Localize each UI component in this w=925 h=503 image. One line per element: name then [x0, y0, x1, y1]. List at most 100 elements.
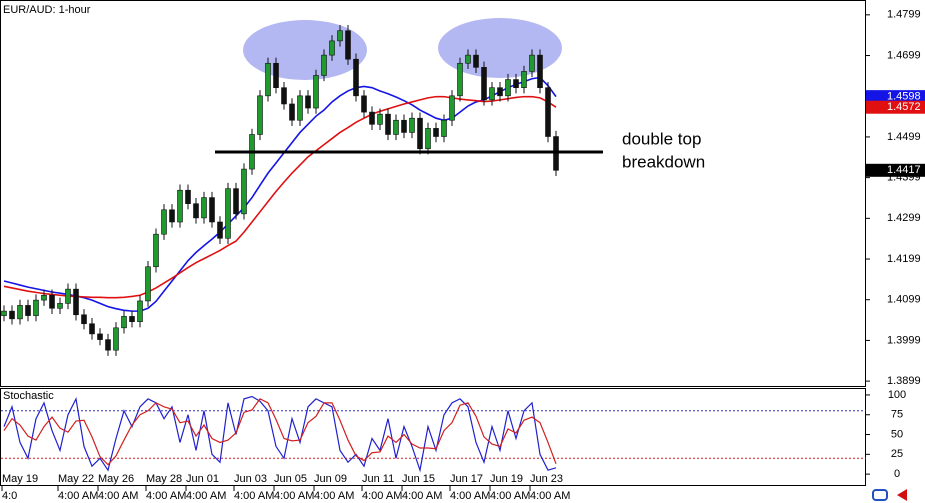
- candle-body: [521, 71, 527, 88]
- candle-body: [273, 62, 279, 88]
- candle-body: [385, 113, 391, 135]
- candle-body: [425, 128, 431, 150]
- x-tick-label: 4:00 AM: [490, 490, 530, 502]
- x-tick-label: May 19: [2, 473, 38, 485]
- y-tick-label: 25: [891, 448, 903, 460]
- stochastic-panel: [0, 388, 866, 486]
- candle-body: [225, 188, 231, 239]
- candle-body: [121, 316, 127, 329]
- candle-body: [401, 119, 407, 133]
- y-tick-label: 1.4699: [887, 49, 921, 61]
- candle-body: [153, 233, 159, 268]
- candle-body: [97, 333, 103, 340]
- x-tick-label: May 28: [146, 473, 182, 485]
- candle-body: [441, 119, 447, 137]
- candle-body: [17, 305, 23, 320]
- candle-body: [161, 209, 167, 235]
- candle-body: [177, 189, 183, 223]
- candle-body: [137, 300, 143, 322]
- y-tick-label: 1.4299: [887, 212, 921, 224]
- x-tick-label: 4:00 AM: [146, 490, 186, 502]
- toolbar: [872, 489, 907, 501]
- price-tag: [866, 163, 925, 177]
- candle-body: [529, 54, 535, 72]
- x-tick-label: 4:00 AM: [186, 490, 226, 502]
- annotation: breakdown: [622, 152, 705, 171]
- candle-body: [217, 221, 223, 239]
- x-tick-label: Jun 11: [362, 473, 394, 485]
- y-tick-label: 0: [894, 468, 900, 480]
- candle-body: [201, 197, 207, 219]
- candle-body: [9, 310, 15, 320]
- candle-body: [329, 40, 335, 56]
- x-tick-label: Jun 23: [530, 473, 563, 485]
- candle-body: [81, 314, 87, 325]
- candle-body: [209, 197, 215, 223]
- candle-body: [241, 168, 247, 215]
- x-tick-label: Jun 19: [490, 473, 523, 485]
- arrow-icon[interactable]: [897, 489, 907, 501]
- link-icon[interactable]: [872, 489, 888, 501]
- y-tick-label: 100: [888, 389, 906, 401]
- candle-body: [25, 305, 31, 316]
- candle-body: [345, 30, 351, 60]
- stochastic-line: [3, 398, 557, 466]
- top-highlight: [438, 18, 562, 78]
- candle-body: [473, 54, 479, 68]
- candle-body: [73, 288, 79, 316]
- candle-body: [449, 95, 455, 121]
- x-tick-label: 4:00 AM: [234, 490, 274, 502]
- candle-body: [145, 266, 151, 302]
- candle-body: [57, 303, 63, 309]
- candle-body: [377, 113, 383, 125]
- x-tick-label: 4:00 AM: [98, 490, 138, 502]
- x-tick-label: 4:00 AM: [274, 490, 314, 502]
- candle-body: [497, 87, 503, 97]
- y-tick-label: 1.3899: [887, 375, 921, 387]
- candle-body: [409, 117, 415, 133]
- x-tick-label: 4:00 AM: [58, 490, 98, 502]
- candle-body: [433, 128, 439, 137]
- candle-body: [297, 95, 303, 121]
- annotation: double top: [622, 129, 701, 148]
- candle-body: [305, 95, 311, 109]
- x-tick-label: 4:00 AM: [402, 490, 442, 502]
- y-tick-label: 75: [891, 409, 903, 421]
- price-tag: [866, 90, 925, 104]
- price-tag: [866, 100, 925, 114]
- price-tag-label: 1.4572: [887, 101, 921, 113]
- x-tick-label: 4:00 AM: [362, 490, 402, 502]
- candle-body: [89, 323, 95, 335]
- candle-body: [313, 75, 319, 109]
- main-panel: [0, 0, 866, 387]
- x-tick-label: 4:0: [2, 490, 17, 502]
- moving-average: [3, 76, 557, 312]
- x-tick-label: May 22: [58, 473, 94, 485]
- y-tick-label: 1.3999: [887, 334, 921, 346]
- candle-body: [33, 299, 39, 316]
- y-tick-label: 1.4199: [887, 253, 921, 265]
- candle-body: [321, 54, 327, 76]
- plot-layer: EUR/AUD: 1-hour1.47991.46991.45991.44991…: [1, 4, 925, 502]
- x-tick-label: 4:00 AM: [314, 490, 354, 502]
- candle-body: [361, 95, 367, 113]
- candle-body: [489, 87, 495, 101]
- price-tag-label: 1.4417: [887, 164, 921, 176]
- candle-body: [193, 203, 199, 219]
- y-tick-label: 1.4799: [887, 9, 921, 21]
- candle-body: [1, 310, 7, 316]
- candle-body: [545, 87, 551, 137]
- x-tick-label: May 26: [98, 473, 134, 485]
- candle-body: [113, 327, 119, 351]
- x-tick-label: 4:00 AM: [450, 490, 490, 502]
- candle-body: [233, 188, 239, 215]
- candle-body: [337, 30, 343, 42]
- candle-body: [537, 54, 543, 88]
- candle-body: [49, 294, 55, 309]
- chart-title: EUR/AUD: 1-hour: [3, 4, 91, 16]
- x-tick-label: Jun 03: [234, 473, 267, 485]
- y-tick-label: 1.4499: [887, 131, 921, 143]
- candle-body: [465, 54, 471, 64]
- candle-body: [257, 95, 263, 135]
